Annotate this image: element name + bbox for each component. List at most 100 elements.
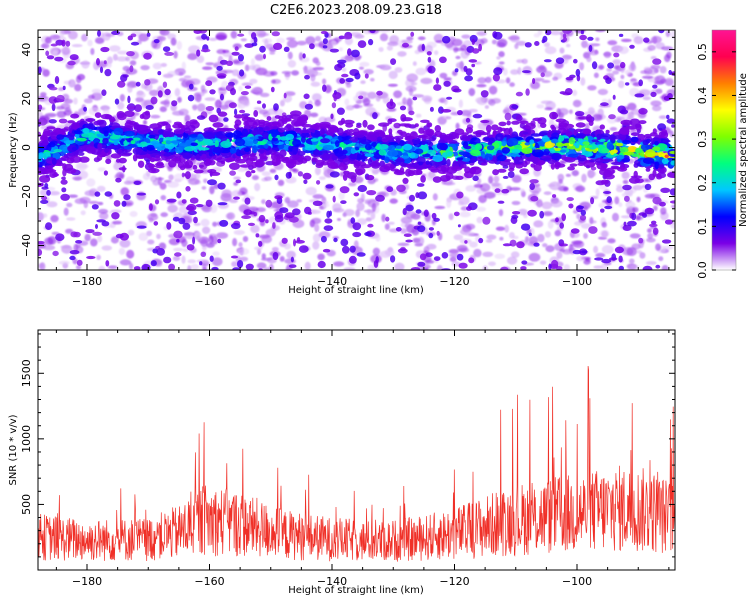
spectrogram-cell (493, 31, 503, 40)
spectrogram-cell (234, 108, 238, 116)
spectrogram-cell (644, 149, 656, 158)
spectrogram-cell (205, 80, 213, 87)
spectrogram-cell (251, 42, 258, 47)
spectrogram-cell (388, 132, 393, 141)
spectrogram-cell (405, 239, 413, 243)
spectrogram-cell (404, 123, 412, 128)
spectrogram-cell (621, 171, 630, 180)
spectrogram-cell (46, 201, 58, 208)
spectrogram-cell (258, 109, 269, 115)
spectrogram-cell (378, 144, 389, 150)
spectrogram-cell (173, 50, 178, 59)
spectrogram-cell (631, 212, 637, 221)
spectrogram-cell (395, 145, 402, 150)
spectrogram-cell (629, 44, 635, 49)
spectrogram-cell (472, 175, 479, 182)
spectrogram-cell (417, 261, 426, 267)
spectrogram-cell (618, 80, 625, 89)
spectrogram-cell (405, 204, 414, 212)
spectrogram-cell (123, 180, 133, 185)
spectrogram-cell (511, 174, 522, 183)
spectrogram-cell (262, 103, 266, 109)
spectrogram-cell (102, 137, 109, 145)
spectrogram-cell (217, 182, 226, 190)
spectrogram-cell (94, 191, 101, 197)
spectrogram-cell (282, 117, 292, 122)
spectrogram-cell (652, 58, 662, 65)
spectrogram-cell (554, 161, 561, 168)
spectrogram-cell (54, 76, 60, 84)
tick-label: −140 (317, 275, 347, 288)
tick-label: −20 (20, 185, 33, 208)
spectrogram-cell (135, 97, 144, 103)
spectrogram-cell (668, 70, 672, 75)
spectrogram-cell (251, 170, 256, 174)
spectrogram-cell (495, 133, 504, 141)
spectrogram-cell (458, 201, 464, 206)
spectrogram-cell (649, 223, 658, 227)
spectrogram-cell (316, 180, 321, 185)
spectrogram-cell (593, 72, 599, 79)
spectrogram-cell (378, 122, 390, 127)
spectrogram-cell (608, 114, 616, 120)
spectrogram-cell (340, 238, 349, 247)
spectrogram-cell (234, 46, 239, 51)
spectrogram-cell (471, 38, 475, 46)
spectrogram-cell (73, 243, 79, 252)
spectrogram-cell (655, 264, 661, 269)
spectrogram-cell (243, 147, 251, 153)
spectrogram-cell (532, 78, 536, 84)
spectrogram-cell (53, 35, 60, 39)
spectrogram-cell (310, 138, 319, 142)
spectrogram-cell (186, 244, 195, 251)
spectrogram-cell (671, 204, 675, 209)
spectrogram-cell (61, 187, 67, 193)
spectrogram-cell (223, 69, 234, 74)
spectrogram-cell (66, 217, 76, 221)
spectrogram-cell (660, 131, 669, 139)
spectrogram-cell (69, 54, 79, 61)
spectrogram-cell (402, 97, 407, 105)
spectrogram-cell (600, 102, 609, 107)
spectrogram-cell (562, 37, 568, 42)
spectrogram-cell (326, 210, 331, 218)
spectrogram-cell (75, 162, 88, 171)
spectrogram-cell (610, 149, 615, 155)
spectrogram-cell (425, 252, 433, 257)
spectrogram-cell (149, 157, 156, 163)
spectrogram-cell (556, 251, 563, 259)
spectrogram-cell (88, 200, 99, 205)
spectrogram-cell (652, 105, 662, 112)
spectrogram-cell (115, 177, 122, 183)
spectrogram-cell (559, 149, 567, 153)
spectrogram-cell (214, 99, 222, 109)
spectrogram-cell (219, 59, 228, 65)
tick-label: −100 (562, 275, 592, 288)
spectrogram-cell (168, 159, 177, 168)
spectrogram-cell (381, 134, 390, 143)
spectrogram-cell (286, 250, 296, 259)
spectrogram-cell (566, 197, 574, 202)
spectrogram-cell (630, 265, 639, 269)
spectrogram-cell (117, 80, 126, 88)
spectrogram-cell (394, 159, 406, 163)
spectrogram-cell (499, 236, 504, 241)
spectrogram-cell (435, 77, 439, 84)
spectrogram-cell (427, 56, 432, 63)
spectrogram-cell (68, 30, 78, 40)
spectrogram-cell (97, 201, 104, 206)
spectrogram-cell (261, 199, 266, 205)
spectrogram-cell (212, 251, 220, 256)
spectrogram-cell (77, 151, 85, 156)
tick-label: −100 (562, 575, 592, 588)
spectrogram-cell (404, 223, 412, 229)
spectrogram-cell (209, 204, 218, 213)
spectrogram-cell (550, 138, 559, 144)
spectrogram-cell (432, 154, 444, 163)
spectrogram-cell (516, 241, 525, 249)
spectrogram-cell (229, 170, 237, 176)
spectrogram-cell (220, 93, 224, 101)
spectrogram-cell (286, 39, 298, 48)
